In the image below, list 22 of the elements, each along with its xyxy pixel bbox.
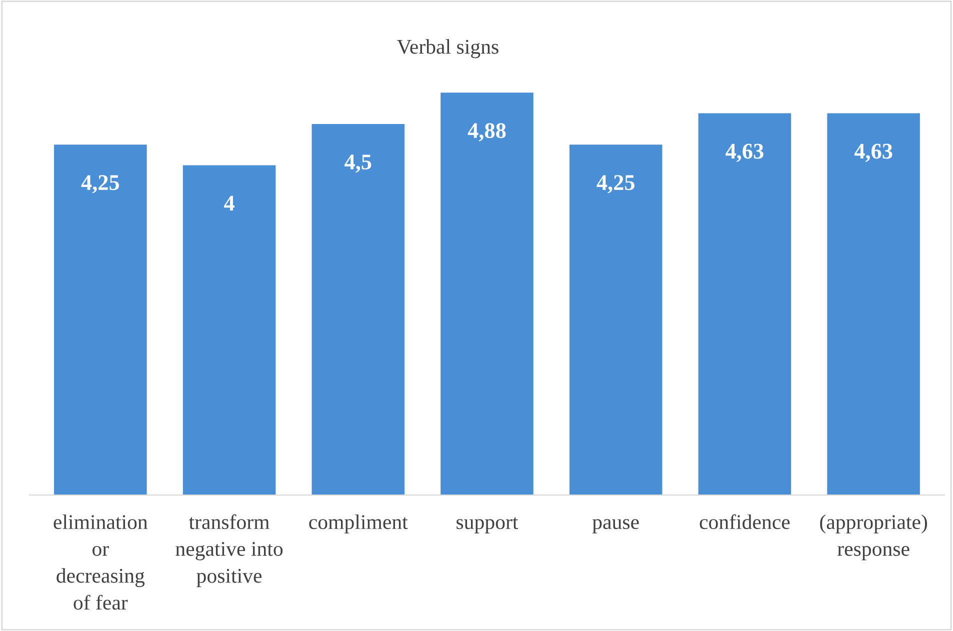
bar (312, 124, 405, 496)
bar (440, 92, 534, 496)
data-label: 4,88 (468, 123, 506, 142)
bar (182, 165, 276, 496)
data-label: 4,5 (344, 154, 372, 173)
data-label: 4 (224, 196, 234, 210)
chart-title: Verbal signs (396, 39, 498, 58)
x-tick-label: support (456, 517, 518, 534)
x-tick-label: compliment (309, 514, 408, 534)
bar (698, 113, 792, 496)
data-label: 4,63 (854, 144, 892, 162)
x-tick-label: transform negative into positive (176, 514, 283, 588)
x-tick-label: elimination or decreasing of fear (54, 514, 148, 610)
bar (54, 144, 147, 496)
bar (827, 113, 920, 496)
x-tick-label: pause (592, 519, 639, 534)
bar (569, 144, 662, 496)
data-label: 4,25 (596, 175, 634, 194)
x-tick-label: confidence (700, 514, 790, 530)
data-label: 4,25 (81, 175, 120, 194)
x-tick-label: (appropriate) response (820, 514, 928, 560)
data-label: 4,63 (726, 144, 764, 162)
